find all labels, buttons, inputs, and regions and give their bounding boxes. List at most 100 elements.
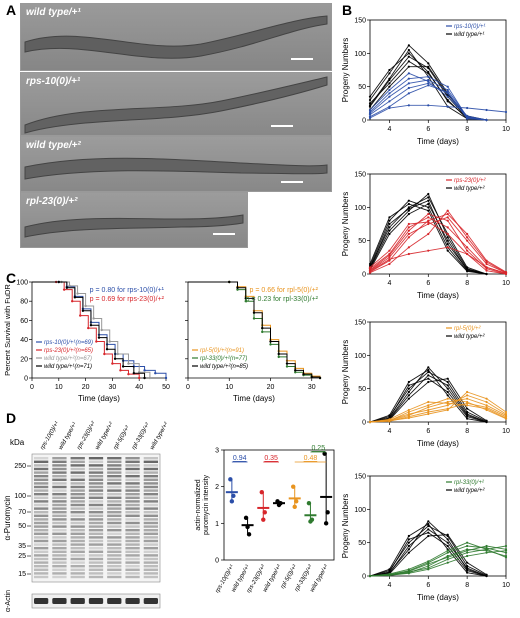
marker-label: 70 bbox=[18, 509, 26, 516]
data-point bbox=[407, 538, 410, 541]
data-point bbox=[407, 55, 410, 58]
micrograph-wild-type-2: wild type/+² bbox=[20, 136, 332, 192]
data-point bbox=[269, 340, 272, 343]
blot-band bbox=[107, 471, 122, 474]
survival-curve bbox=[188, 281, 321, 378]
data-point bbox=[407, 60, 410, 63]
blot-band bbox=[34, 467, 49, 471]
data-point bbox=[310, 375, 313, 379]
blot-band bbox=[125, 500, 140, 503]
legend-label: wild type/+¹(n=71) bbox=[44, 364, 92, 370]
blot-band bbox=[70, 475, 85, 478]
series-line bbox=[369, 104, 507, 119]
y-axis-label: Progeny Numbers bbox=[341, 494, 350, 558]
blot-band bbox=[70, 572, 85, 575]
data-point bbox=[407, 65, 410, 68]
blot-band bbox=[125, 568, 140, 571]
blot-band bbox=[125, 496, 140, 499]
x-tick-label: 8 bbox=[465, 280, 469, 287]
lane-label: wild type/+² bbox=[149, 421, 170, 451]
y-axis-label: actin-normalizedpuromycin intensity bbox=[195, 475, 210, 535]
blot-band bbox=[70, 464, 85, 467]
puromycin-label: α-Puromycin bbox=[3, 495, 12, 540]
blot-band bbox=[125, 536, 140, 539]
blot-band bbox=[70, 478, 85, 481]
x-tick-label: 4 bbox=[387, 280, 391, 287]
data-point bbox=[466, 571, 469, 574]
blot-band bbox=[107, 503, 122, 507]
data-point bbox=[504, 416, 508, 420]
blot-band bbox=[34, 550, 49, 553]
data-point bbox=[427, 412, 430, 416]
legend-label: wild type/+²(n=67) bbox=[44, 356, 92, 362]
data-point bbox=[466, 541, 469, 544]
marker-label: 250 bbox=[14, 463, 26, 470]
data-point bbox=[427, 406, 430, 409]
blot-band bbox=[88, 511, 104, 514]
blot-band bbox=[125, 525, 140, 528]
blot-band bbox=[107, 518, 122, 521]
data-point bbox=[277, 355, 280, 359]
data-point bbox=[76, 292, 79, 295]
data-point bbox=[73, 296, 77, 299]
blot-band bbox=[88, 529, 104, 532]
data-point bbox=[132, 372, 136, 375]
data-point bbox=[466, 569, 469, 572]
blot-band bbox=[34, 464, 49, 467]
survival-curve bbox=[188, 281, 321, 378]
data-point bbox=[427, 531, 430, 534]
p-value-annotation: p = 0.66 for rpl-5(0)/+² bbox=[250, 287, 319, 294]
data-point bbox=[116, 352, 119, 356]
data-point bbox=[252, 311, 256, 314]
blot-band bbox=[70, 496, 85, 499]
series-line bbox=[369, 60, 487, 121]
p-value-annotation: p = 0.80 for rps-10(0)/+¹ bbox=[90, 287, 165, 294]
data-point bbox=[427, 522, 430, 526]
data-point bbox=[407, 390, 410, 394]
y-tick-label: 0 bbox=[362, 272, 366, 279]
genotype-label: wild type/+¹ bbox=[26, 7, 81, 18]
blot-band bbox=[143, 507, 158, 510]
blot-band bbox=[125, 507, 140, 510]
data-point bbox=[407, 48, 410, 52]
blot-band bbox=[70, 511, 85, 514]
blot-band bbox=[34, 575, 49, 579]
data-point bbox=[427, 65, 430, 68]
x-tick-label: 10 bbox=[502, 280, 510, 287]
blot-band bbox=[70, 485, 85, 489]
data-point bbox=[446, 384, 449, 387]
data-point bbox=[466, 236, 469, 239]
data-point bbox=[446, 397, 449, 400]
blot-band bbox=[52, 489, 67, 492]
x-tick-label: 0 bbox=[30, 384, 34, 391]
data-point bbox=[446, 95, 449, 98]
data-point bbox=[446, 212, 449, 216]
data-point bbox=[368, 95, 372, 98]
x-axis-label: Time (days) bbox=[78, 394, 120, 403]
blot-band bbox=[143, 493, 158, 496]
plot-frame bbox=[369, 321, 507, 423]
data-point bbox=[504, 410, 508, 414]
blot-band bbox=[34, 568, 49, 571]
data-point bbox=[427, 84, 430, 87]
data-point bbox=[388, 414, 391, 417]
blot-band bbox=[70, 471, 85, 474]
data-point bbox=[485, 407, 488, 410]
blot-band bbox=[34, 521, 49, 525]
blot-band bbox=[34, 457, 49, 460]
data-point bbox=[294, 371, 297, 374]
y-tick-label: 1 bbox=[215, 521, 219, 528]
data-point bbox=[466, 397, 469, 400]
blot-band bbox=[143, 543, 158, 546]
data-point bbox=[446, 390, 449, 394]
data-point bbox=[407, 222, 410, 226]
data-point bbox=[466, 249, 469, 252]
data-point bbox=[446, 239, 449, 242]
blot-band bbox=[88, 485, 104, 489]
y-tick-label: 50 bbox=[358, 238, 366, 245]
data-point bbox=[103, 352, 106, 356]
blot-band bbox=[88, 514, 104, 517]
data-point bbox=[407, 229, 410, 232]
lane-label: rpl-5(0)/+² bbox=[113, 424, 132, 451]
blot-band bbox=[88, 457, 104, 460]
